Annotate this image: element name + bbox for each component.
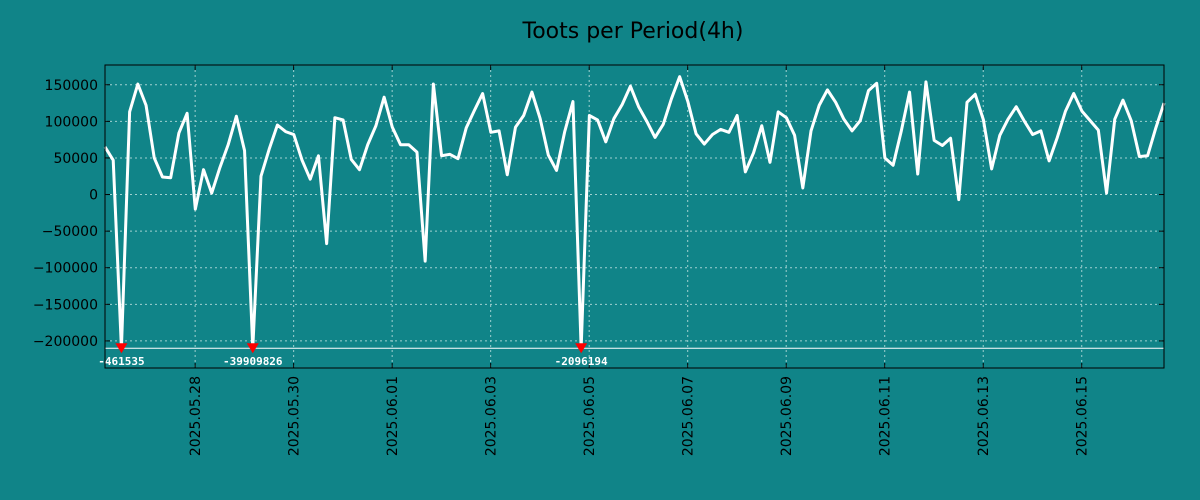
y-tick-label: −100000 [33, 261, 98, 277]
y-tick-label: −200000 [33, 334, 98, 350]
y-tick-label: −150000 [33, 297, 98, 313]
grid [105, 65, 1164, 368]
y-tick-label: 0 [89, 188, 98, 204]
plot-frame [104, 64, 1165, 369]
outlier-marker [246, 343, 259, 354]
x-tick-label: 2025.05.28 [188, 376, 204, 456]
outlier-label: -461535 [98, 355, 144, 368]
series-line-toots [103, 75, 1166, 350]
x-tick-label: 2025.06.03 [484, 376, 500, 456]
x-tick-label: 2025.06.01 [385, 376, 401, 456]
y-tick-label: 150000 [45, 78, 98, 94]
outlier-marker [115, 343, 128, 354]
outlier-label: -2096194 [555, 355, 608, 368]
chart-title: Toots per Period(4h) [522, 19, 744, 44]
x-tick-label: 2025.06.11 [878, 376, 894, 456]
x-tick-label: 2025.06.15 [1075, 376, 1091, 456]
series-line-group [103, 75, 1166, 350]
outlier-label: -39909826 [223, 355, 283, 368]
y-axis: 150000 100000 50000 0 −50000 −100000 −150000 −2… [33, 78, 1164, 350]
y-tick-label: 100000 [45, 114, 98, 130]
y-tick-label: 50000 [53, 151, 98, 167]
annotations: -461535 -39909826 -2096194 [98, 343, 608, 368]
x-axis: 2025.05.28 2025.05.30 2025.06.01 2025.06.03… [188, 65, 1091, 456]
x-tick-label: 2025.05.30 [287, 376, 303, 456]
x-tick-label: 2025.06.05 [582, 376, 598, 456]
x-tick-label: 2025.06.09 [779, 376, 795, 456]
outlier-marker [575, 343, 588, 354]
x-tick-label: 2025.06.07 [681, 376, 697, 456]
y-tick-label: −50000 [42, 224, 98, 240]
x-tick-label: 2025.06.13 [976, 376, 992, 456]
